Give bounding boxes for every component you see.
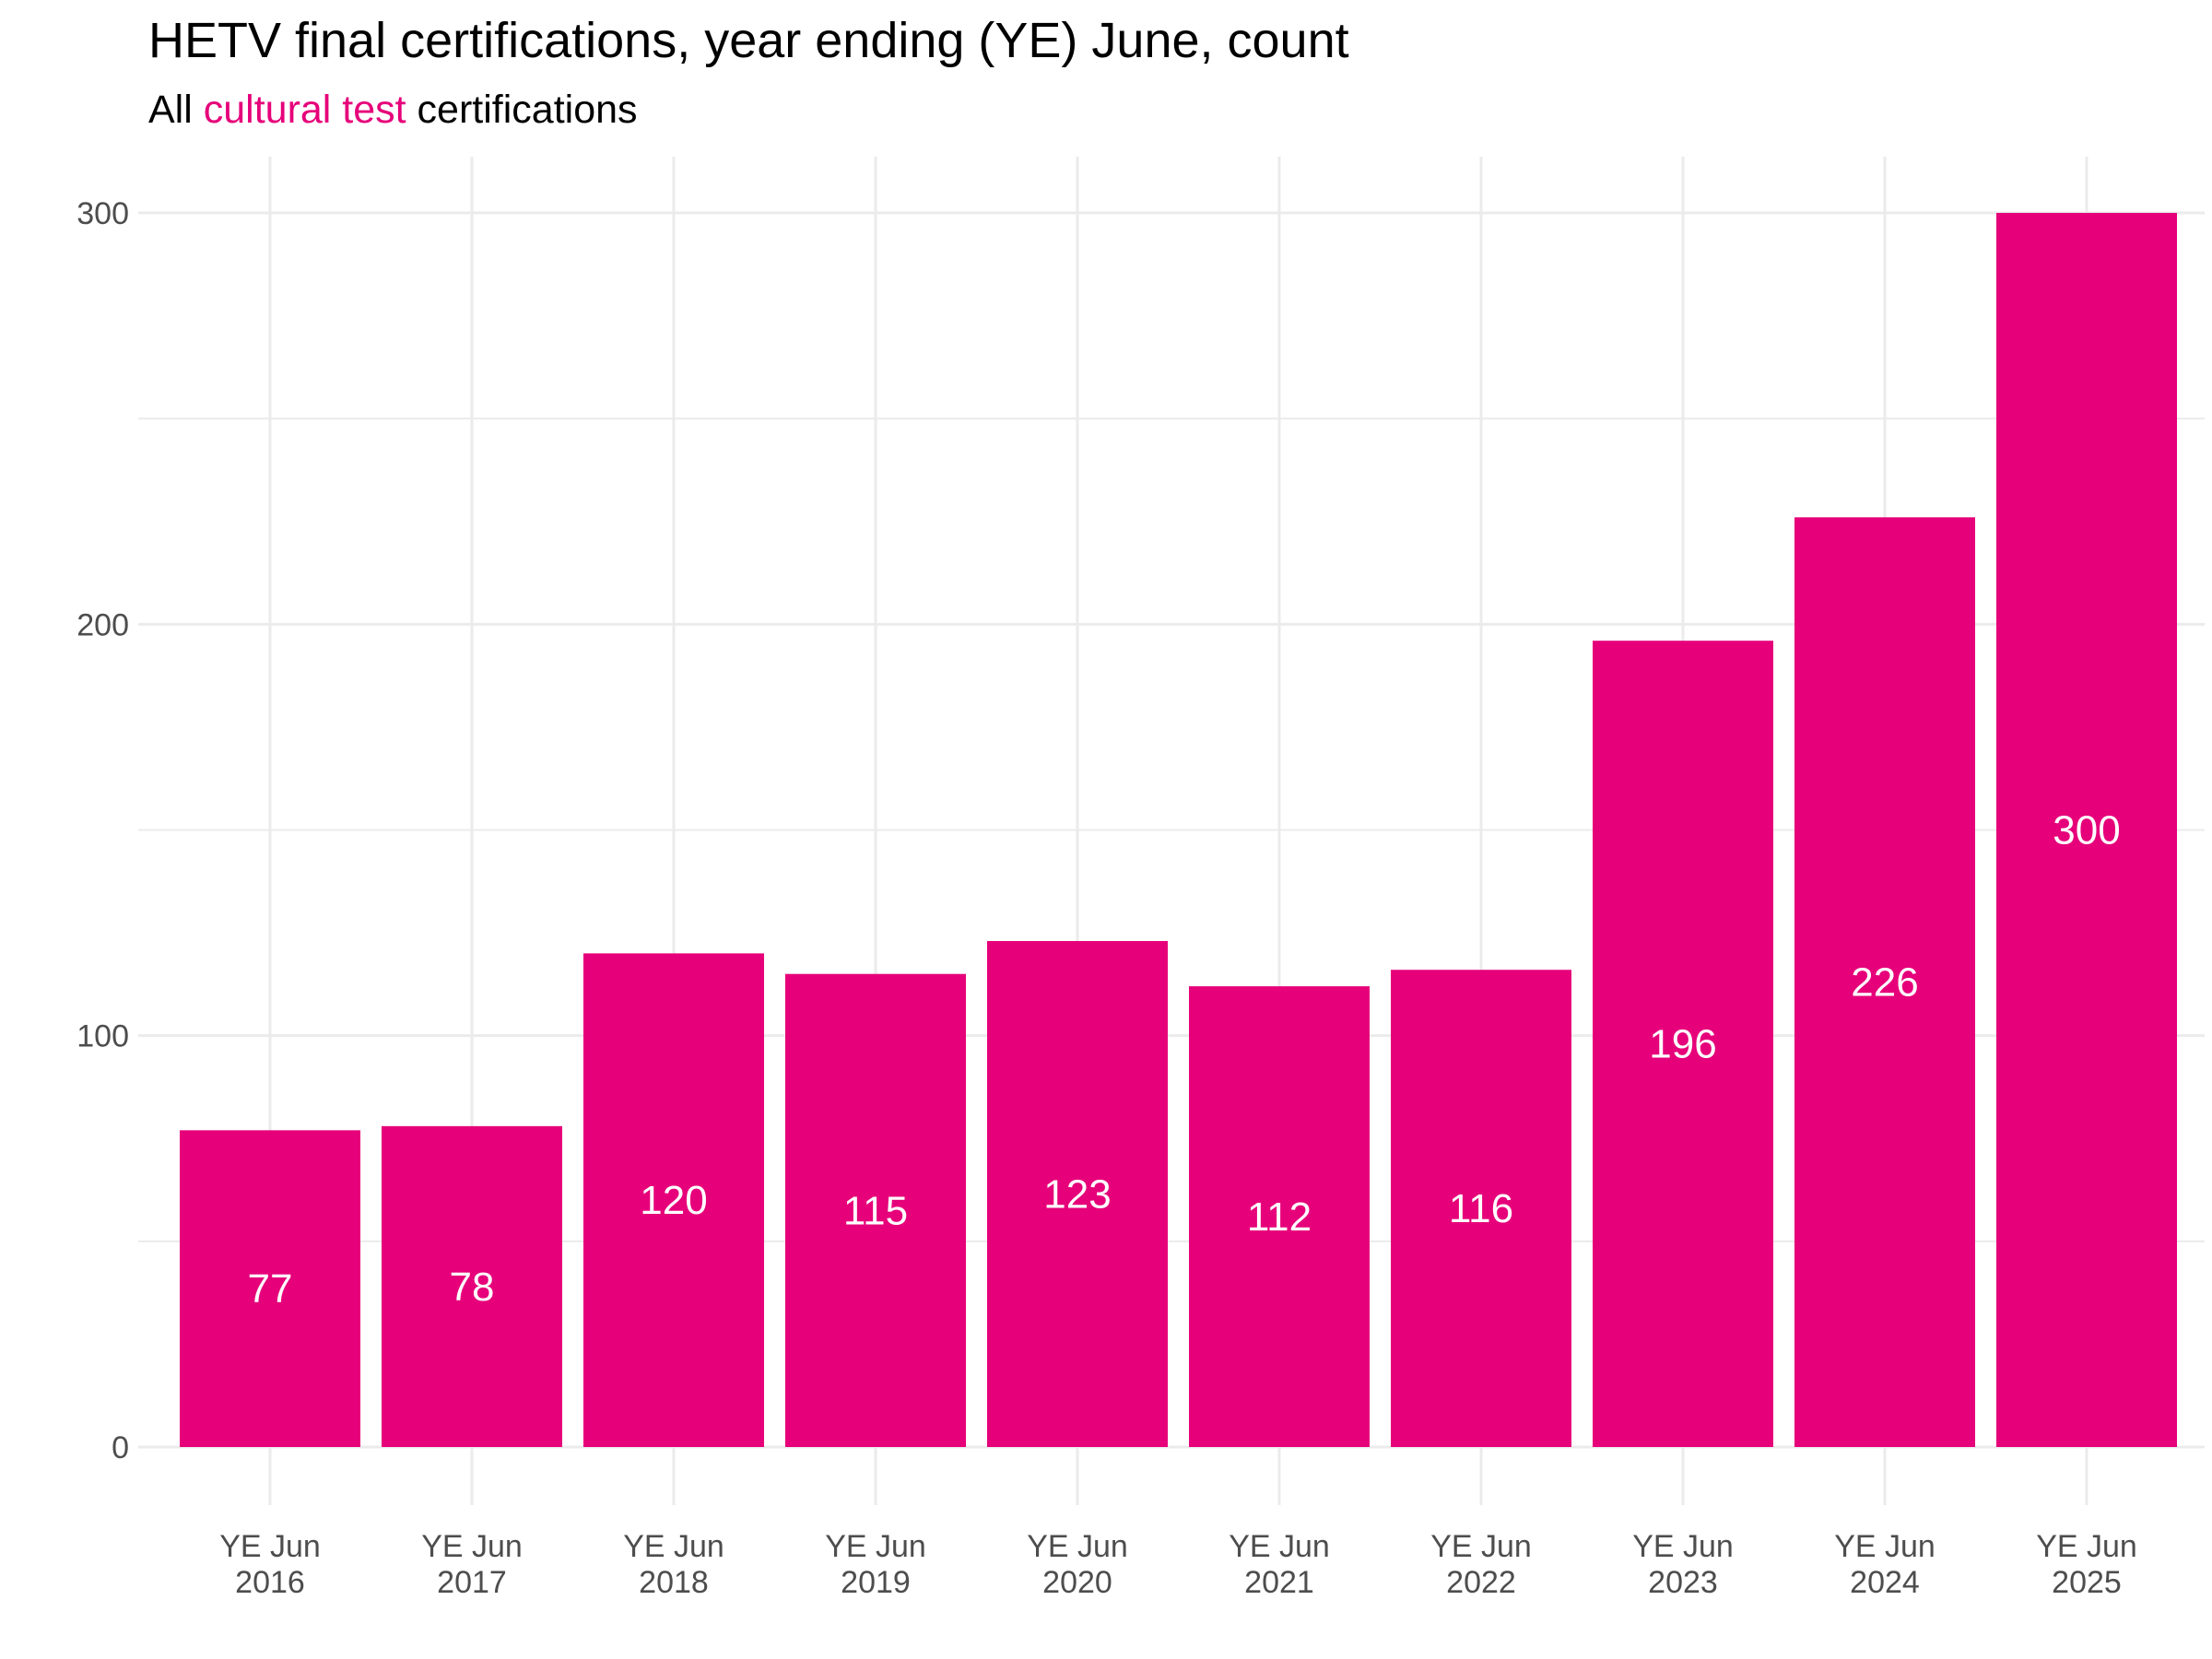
bar-value-label: 78 bbox=[450, 1265, 495, 1310]
bar-value-label: 226 bbox=[1851, 960, 1918, 1006]
bar bbox=[1391, 970, 1571, 1447]
x-tick-label: YE Jun 2025 bbox=[2036, 1529, 2137, 1600]
x-tick-label: YE Jun 2017 bbox=[421, 1529, 523, 1600]
chart-subtitle: All cultural test certifications bbox=[148, 88, 638, 132]
chart-subtitle-suffix: certifications bbox=[406, 88, 638, 132]
chart-title: HETV final certifications, year ending (… bbox=[148, 13, 1349, 68]
x-tick-label: YE Jun 2021 bbox=[1229, 1529, 1330, 1600]
y-tick-label: 200 bbox=[76, 607, 129, 642]
bar bbox=[1593, 641, 1773, 1447]
x-tick-label: YE Jun 2018 bbox=[623, 1529, 724, 1600]
x-tick-label: YE Jun 2019 bbox=[825, 1529, 926, 1600]
chart-subtitle-prefix: All bbox=[148, 88, 204, 132]
chart-subtitle-highlight: cultural test bbox=[204, 88, 406, 132]
bar-value-label: 196 bbox=[1649, 1022, 1716, 1067]
x-tick-label: YE Jun 2022 bbox=[1430, 1529, 1532, 1600]
bar-value-label: 120 bbox=[640, 1178, 707, 1223]
y-tick-label: 100 bbox=[76, 1019, 129, 1054]
bar-value-label: 77 bbox=[248, 1266, 293, 1312]
bar bbox=[180, 1130, 360, 1447]
y-tick-label: 0 bbox=[112, 1430, 129, 1465]
bar bbox=[583, 953, 764, 1447]
bar bbox=[785, 973, 966, 1447]
y-axis-ticks: 0 100 200 300 bbox=[76, 196, 129, 1465]
bar-value-label: 123 bbox=[1043, 1172, 1111, 1218]
x-tick-label: YE Jun 2024 bbox=[1834, 1529, 1936, 1600]
bar bbox=[1996, 213, 2177, 1447]
x-axis-ticks: YE Jun 2016 YE Jun 2017 YE Jun 2018 YE Jun 2019… bbox=[219, 1529, 2137, 1600]
bar-value-label: 112 bbox=[1247, 1194, 1312, 1240]
bars: 77 78 120 115 123 112 116 196 226 300 bbox=[180, 213, 2177, 1447]
bar bbox=[1794, 517, 1975, 1447]
bar bbox=[1189, 986, 1370, 1447]
x-tick-label: YE Jun 2020 bbox=[1027, 1529, 1128, 1600]
bar-value-label: 115 bbox=[843, 1188, 908, 1233]
bar bbox=[987, 941, 1168, 1447]
bar-value-label: 116 bbox=[1449, 1186, 1513, 1231]
x-tick-label: YE Jun 2016 bbox=[219, 1529, 321, 1600]
x-tick-label: YE Jun 2023 bbox=[1632, 1529, 1734, 1600]
bar-value-label: 300 bbox=[2053, 808, 2120, 853]
bar bbox=[382, 1125, 562, 1447]
y-tick-label: 300 bbox=[76, 196, 129, 231]
